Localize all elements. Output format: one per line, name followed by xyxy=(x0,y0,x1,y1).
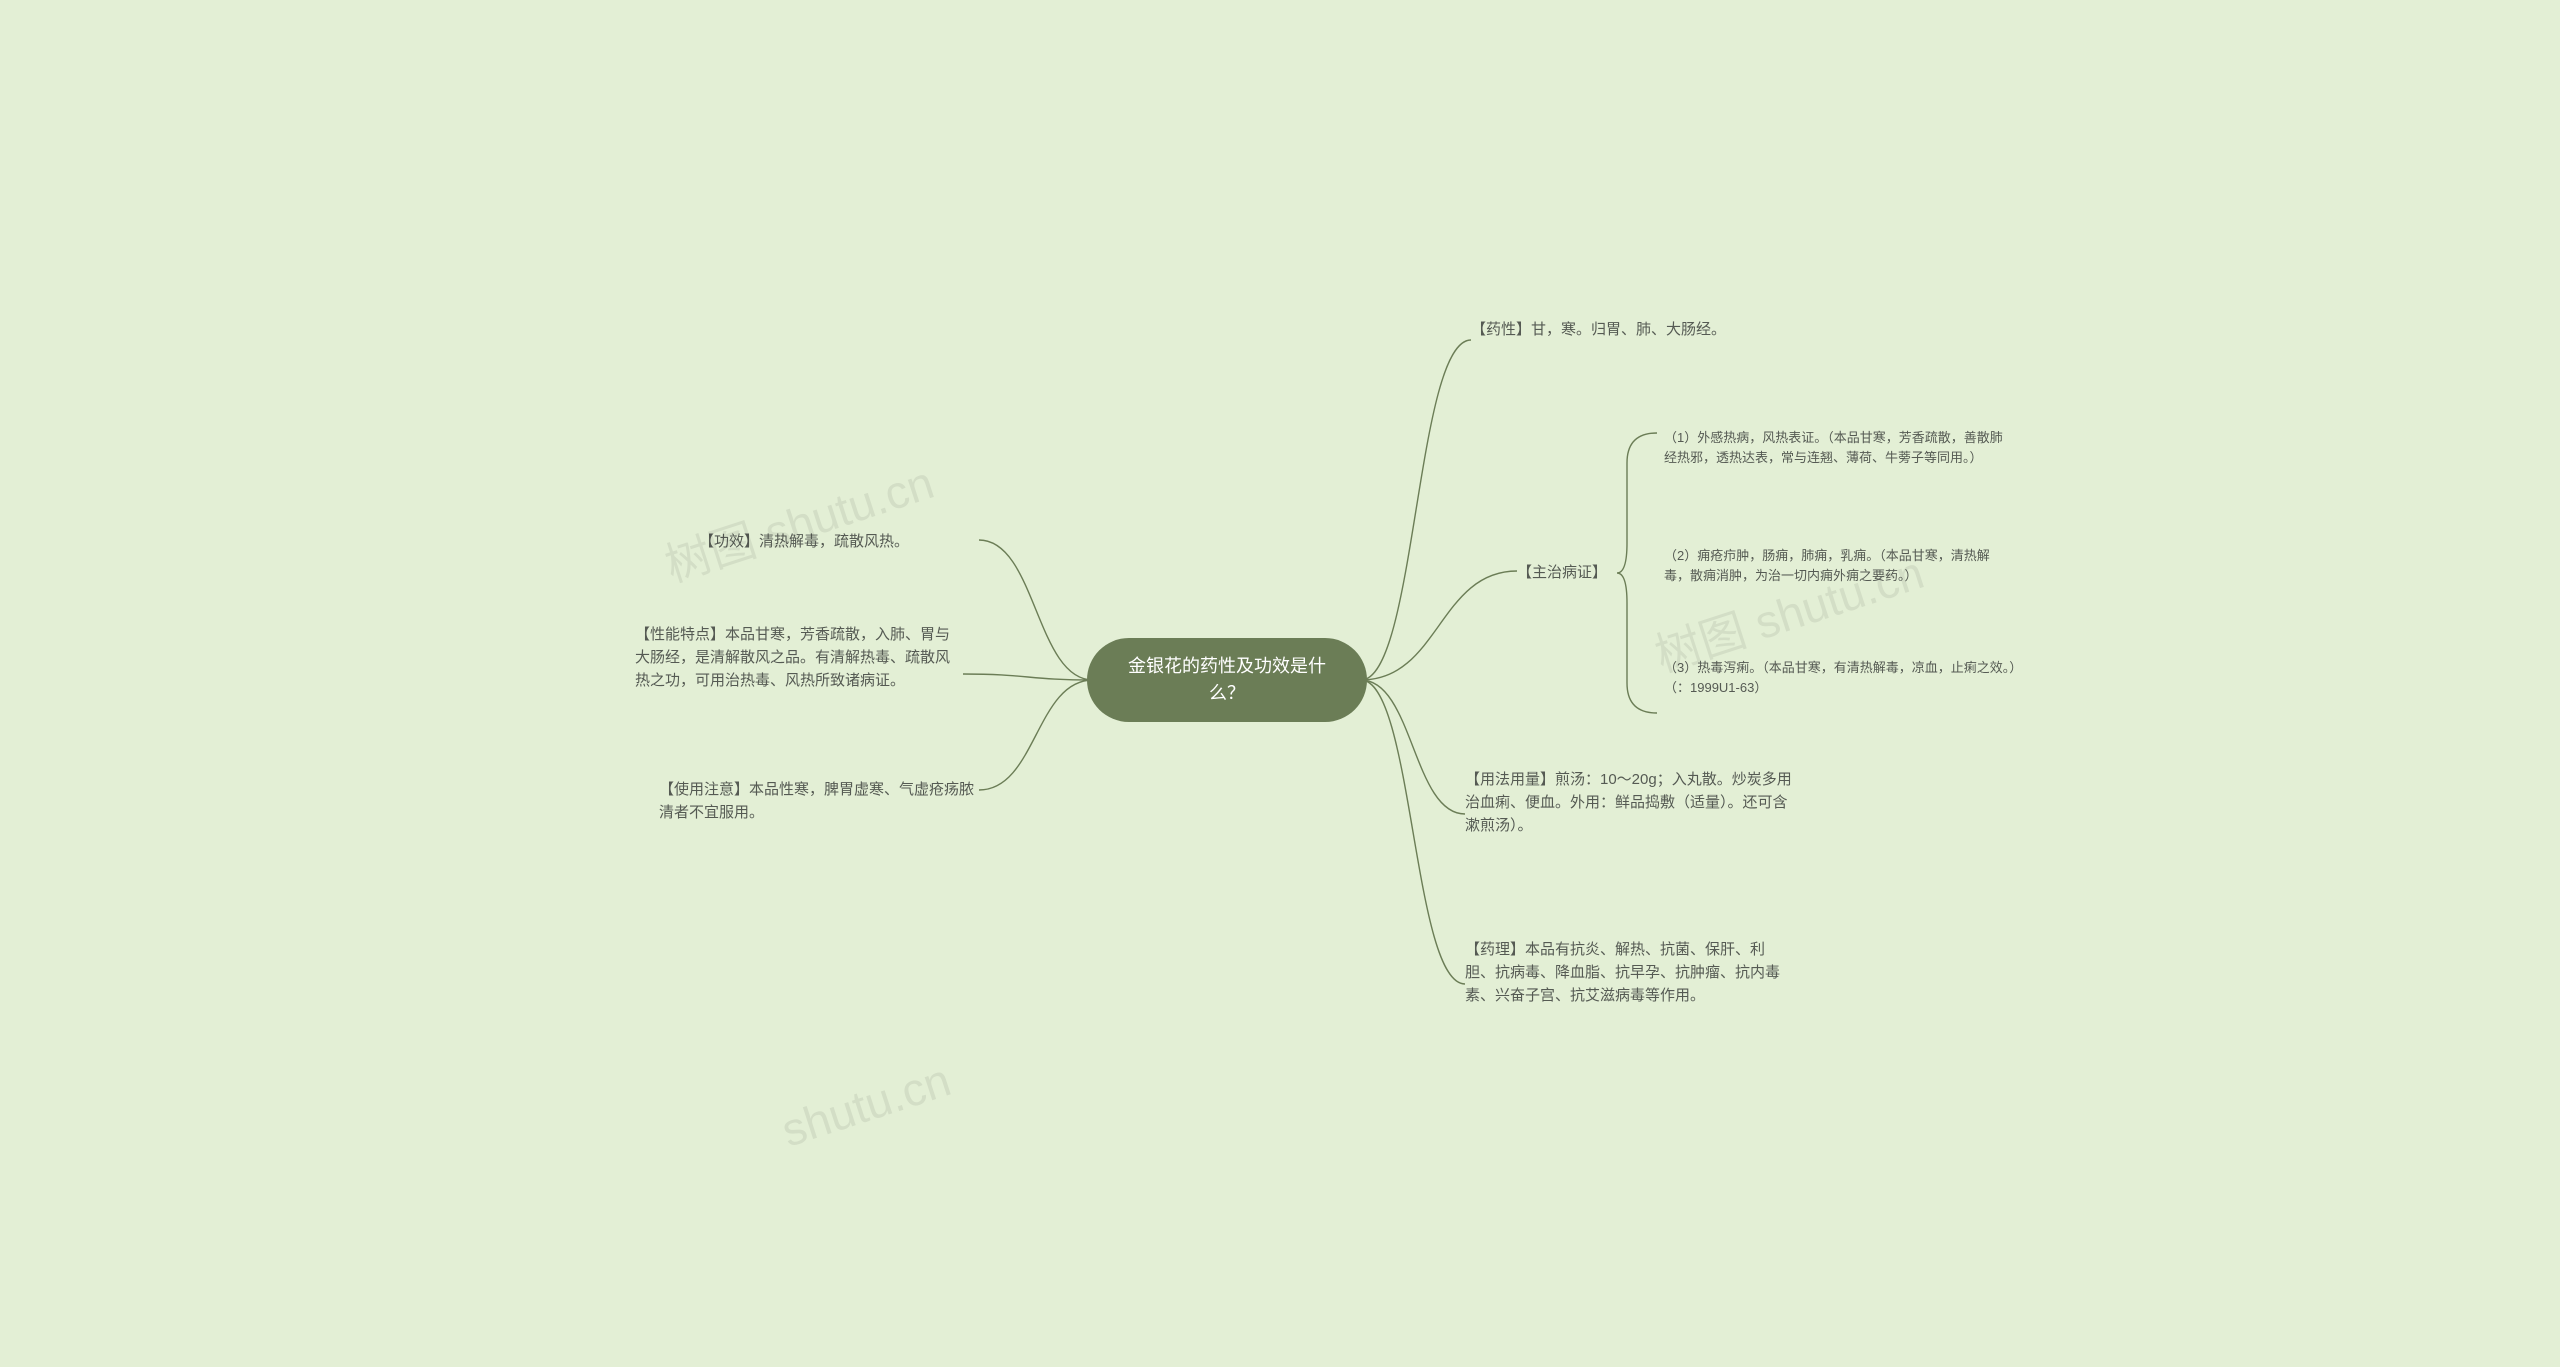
child-ind1: （1）外感热病，风热表证。（本品甘寒，芳香疏散，善散肺经热邪，透热达表，常与连翘… xyxy=(1664,428,2008,468)
watermark: 树图 shutu.cn xyxy=(656,446,941,595)
branch-features: 【性能特点】本品甘寒，芳香疏散，入肺、胃与大肠经，是清解散风之品。有清解热毒、疏… xyxy=(635,623,963,693)
branch-indications: 【主治病证】 xyxy=(1517,561,1657,584)
branch-usage: 【用法用量】煎汤：10～20g；入丸散。炒炭多用治血痢、便血。外用：鲜品捣敷（适… xyxy=(1465,768,1795,838)
branch-nature: 【药性】甘，寒。归胃、肺、大肠经。 xyxy=(1471,318,1771,341)
watermark: shutu.cn xyxy=(775,1052,957,1157)
branch-efficacy: 【功效】清热解毒，疏散风热。 xyxy=(699,530,979,553)
child-ind2: （2）痈疮疖肿，肠痈，肺痈，乳痈。（本品甘寒，清热解毒，散痈消肿，为治一切内痈外… xyxy=(1664,546,2012,586)
branch-caution: 【使用注意】本品性寒，脾胃虚寒、气虚疮疡脓清者不宜服用。 xyxy=(659,778,979,825)
mindmap-stage: 金银花的药性及功效是什么？ 【功效】清热解毒，疏散风热。【性能特点】本品甘寒，芳香… xyxy=(519,278,2041,1090)
center-node: 金银花的药性及功效是什么？ xyxy=(1087,638,1367,722)
child-ind3: （3）热毒泻痢。（本品甘寒，有清热解毒，凉血，止痢之效。）（：1999U1-63… xyxy=(1664,658,2016,698)
branch-pharma: 【药理】本品有抗炎、解热、抗菌、保肝、利胆、抗病毒、降血脂、抗早孕、抗肿瘤、抗内… xyxy=(1465,938,1791,1008)
